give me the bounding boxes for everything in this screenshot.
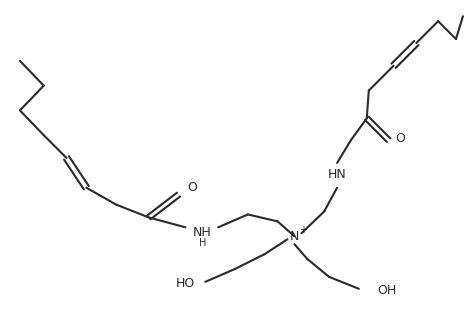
Text: +: +: [300, 225, 307, 235]
Text: O: O: [188, 181, 197, 194]
Text: O: O: [395, 132, 405, 145]
Text: OH: OH: [377, 284, 396, 297]
Text: HO: HO: [176, 277, 195, 290]
Text: HN: HN: [328, 168, 346, 181]
Text: N: N: [290, 230, 299, 243]
Text: H: H: [198, 238, 206, 248]
Text: NH: NH: [193, 226, 212, 239]
